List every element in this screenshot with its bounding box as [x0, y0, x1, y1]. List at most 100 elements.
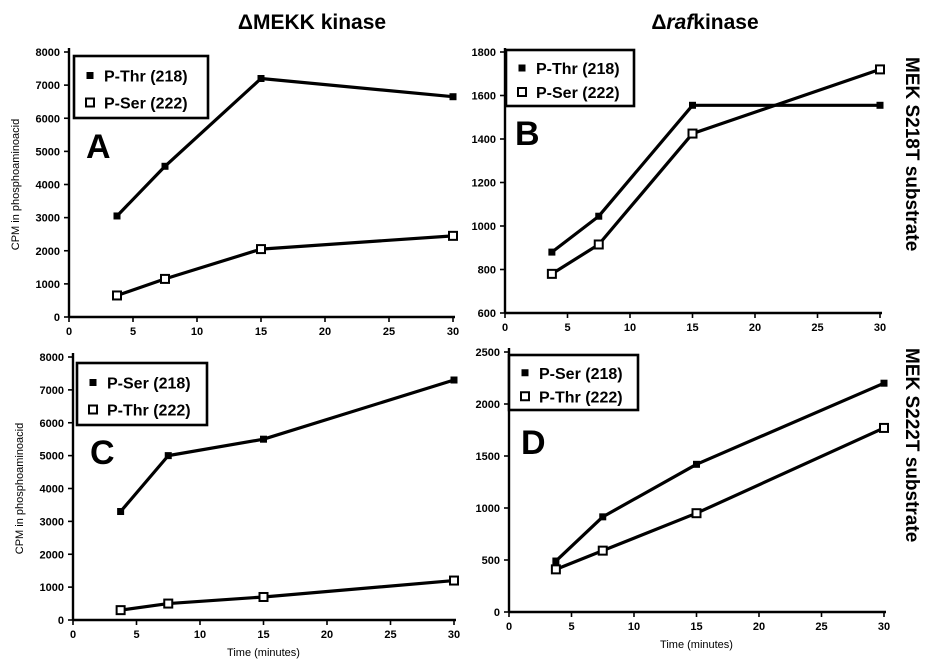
- y-tick-label-c-3: 3000: [40, 516, 64, 528]
- point-d-1-2: [691, 508, 702, 519]
- point-b-0-1: [595, 212, 603, 220]
- x-tick-label-b-5: 25: [811, 322, 823, 334]
- x-tick-label-b-0: 0: [502, 322, 508, 334]
- x-tick-label-a-5: 25: [383, 326, 395, 338]
- panel-letter-a: A: [86, 128, 111, 166]
- y-axis-title-c: CPM in phosphoaminoacid: [14, 423, 26, 554]
- point-c-1-2: [258, 591, 269, 602]
- series-line-b-1: [551, 67, 881, 276]
- y-tick-label-b-2: 1000: [472, 221, 496, 233]
- row-title-s218t: MEK S218T substrate: [901, 57, 922, 251]
- legend-box-b: [504, 48, 636, 108]
- y-tick-label-a-2: 2000: [36, 246, 60, 258]
- y-tick-label-b-1: 800: [478, 265, 496, 277]
- point-b-1-0: [546, 268, 557, 279]
- legend-marker-b-1: [517, 87, 527, 97]
- y-tick-label-c-2: 2000: [40, 549, 64, 561]
- legend-label-a-1: P-Ser (222): [104, 96, 188, 113]
- panel-letter-c: C: [90, 434, 115, 472]
- point-c-0-2: [260, 435, 267, 443]
- legend-box-d: [507, 353, 640, 412]
- y-axis-title-a: CPM in phosphoaminoacid: [10, 119, 22, 250]
- x-tick-label-c-4: 20: [321, 629, 333, 641]
- y-tick-label-a-3: 3000: [36, 213, 60, 225]
- legend-b: P-Thr (218) P-Ser (222): [504, 48, 636, 108]
- point-d-0-0: [552, 557, 560, 565]
- column-title-raf-main: raf: [666, 11, 695, 34]
- y-tick-label-b-6: 1800: [472, 47, 496, 59]
- panel-b: 600 800 1000 1200 1400 1600 1800 0 5 10 15 20 25 30 P-…: [472, 47, 887, 334]
- y-tick-label-b-4: 1400: [472, 134, 496, 146]
- x-tick-label-c-3: 15: [257, 629, 269, 641]
- y-tick-label-d-5: 2500: [476, 347, 500, 359]
- point-c-0-3: [450, 376, 458, 384]
- legend-marker-d-1: [520, 391, 530, 402]
- point-c-0-1: [164, 452, 172, 460]
- y-tick-label-c-7: 7000: [40, 385, 64, 397]
- point-c-1-1: [163, 598, 174, 609]
- point-a-1-1: [160, 273, 170, 284]
- point-b-0-3: [876, 101, 884, 109]
- point-d-0-1: [599, 513, 607, 521]
- legend-box-c: [75, 361, 209, 427]
- x-tick-label-d-4: 20: [753, 621, 765, 633]
- x-tick-label-d-6: 30: [878, 621, 890, 633]
- legend-box-a: [72, 54, 210, 120]
- point-b-1-3: [875, 64, 885, 75]
- x-tick-label-c-0: 0: [70, 629, 76, 641]
- legend-a: P-Thr (218) P-Ser (222): [72, 54, 210, 120]
- panel-letter-b: B: [515, 115, 540, 153]
- x-tick-label-b-3: 15: [686, 322, 698, 334]
- y-tick-label-a-1: 1000: [36, 279, 60, 291]
- y-tick-label-b-3: 1200: [472, 178, 496, 190]
- legend-label-c-0: P-Ser (218): [107, 376, 191, 393]
- legend-label-c-1: P-Thr (222): [107, 403, 191, 420]
- legend-marker-a-0: [86, 72, 94, 79]
- series-line-a-0: [115, 76, 454, 218]
- x-tick-label-b-2: 10: [624, 322, 636, 334]
- panel-letter-d: D: [521, 424, 546, 462]
- x-tick-label-c-2: 10: [194, 629, 206, 641]
- legend-c: P-Ser (218) P-Thr (222): [75, 361, 209, 427]
- column-title-raf-suffix: kinase: [693, 11, 758, 34]
- point-d-0-3: [880, 379, 888, 387]
- point-a-0-0: [113, 212, 121, 220]
- point-a-0-3: [449, 93, 457, 101]
- legend-label-a-0: P-Thr (218): [104, 69, 188, 86]
- legend-label-d-1: P-Thr (222): [539, 389, 623, 406]
- y-tick-label-b-5: 1600: [472, 91, 496, 103]
- column-title-mekk: ΔMEKK kinase: [238, 11, 386, 34]
- x-tick-label-c-5: 25: [384, 629, 396, 641]
- legend-label-b-1: P-Ser (222): [536, 85, 620, 102]
- point-d-0-2: [693, 460, 700, 468]
- x-tick-label-a-3: 15: [255, 326, 267, 338]
- point-c-1-0: [115, 605, 126, 616]
- y-tick-label-c-5: 5000: [40, 451, 64, 463]
- x-tick-label-c-1: 5: [133, 629, 139, 641]
- y-tick-label-a-4: 4000: [36, 180, 60, 192]
- column-title-mekk-main: MEKK: [253, 11, 315, 34]
- column-title-mekk-prefix: Δ: [238, 11, 253, 34]
- panel-d: 0 500 1000 1500 2000 2500 0 5 10 15 20 25 30 Time (mi…: [476, 347, 891, 651]
- x-tick-label-a-4: 20: [319, 326, 331, 338]
- x-axis-title-c: Time (minutes): [227, 647, 300, 659]
- y-tick-label-d-3: 1500: [476, 451, 500, 463]
- point-a-1-3: [448, 230, 458, 241]
- y-tick-label-d-0: 0: [494, 607, 500, 619]
- x-tick-label-d-5: 25: [815, 621, 827, 633]
- point-a-0-1: [161, 162, 169, 170]
- y-tick-label-a-5: 5000: [36, 146, 60, 158]
- legend-label-d-0: P-Ser (218): [539, 366, 623, 383]
- point-a-0-2: [257, 75, 265, 82]
- point-b-1-1: [593, 239, 604, 250]
- series-line-c-1: [120, 578, 455, 612]
- x-tick-label-a-0: 0: [66, 326, 72, 338]
- x-tick-label-d-3: 15: [690, 621, 702, 633]
- legend-marker-c-1: [88, 404, 98, 415]
- x-tick-label-b-6: 30: [874, 322, 886, 334]
- point-b-1-2: [687, 128, 698, 139]
- x-tick-label-c-6: 30: [448, 629, 460, 641]
- panel-a: 0 1000 2000 3000 4000 5000 6000 7000 8000 0 5 10 15 2…: [10, 47, 459, 338]
